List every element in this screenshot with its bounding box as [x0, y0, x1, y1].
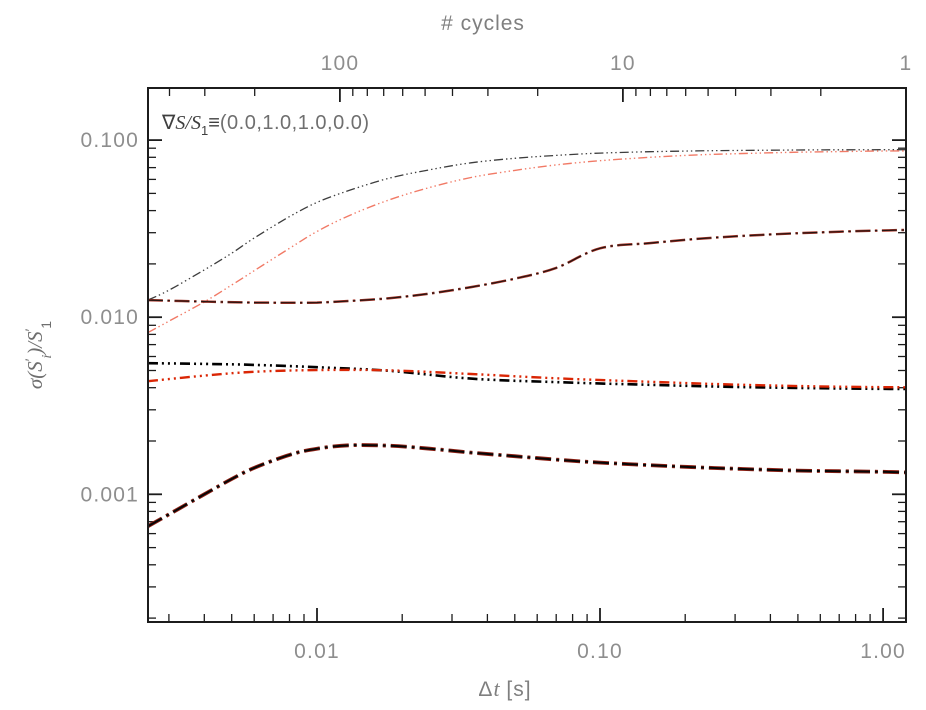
y-tick-label: 0.001	[80, 483, 139, 506]
x-axis-unit: [s]	[500, 678, 532, 701]
plot-frame	[147, 87, 907, 623]
curves	[148, 149, 906, 528]
x-tick-label: 0.01	[294, 640, 340, 663]
annotation: ∇S/S1≡(0.0,1.0,1.0,0.0)	[161, 112, 370, 138]
annotation-values: (0.0,1.0,1.0,0.0)	[220, 112, 370, 134]
x-axis-variable: t	[493, 676, 500, 701]
top-tick-label: 1	[900, 52, 913, 75]
x-axis-title: Δt [s]	[478, 676, 531, 701]
curve-mid-darkred-longdash-layer1	[148, 229, 906, 304]
y-axis-title: σ(S′i)/S′1	[22, 321, 55, 389]
y-tick-label: 0.100	[80, 129, 139, 152]
x-tick-label: 1.00	[860, 640, 906, 663]
y-tick-label: 0.010	[80, 306, 139, 329]
top-tick-label: 100	[321, 52, 360, 75]
curve-lower-dark-longdash-layer1	[148, 444, 906, 528]
curve-upper-red-dash3dot	[148, 150, 906, 334]
curve-middle-black-dash3dot	[148, 361, 906, 391]
x-tick-label: 0.10	[577, 640, 623, 663]
axis-tick-labels: 0.01 0.10 1.00 0.001 0.010 0.100 100 10 1	[80, 52, 913, 663]
axis-ticks	[148, 88, 907, 622]
delta-symbol: Δ	[478, 678, 493, 701]
curve-lower-dark-longdash-layer0	[148, 443, 906, 528]
top-tick-label: 10	[610, 52, 636, 75]
curve-middle-red-dash3dot	[148, 368, 906, 389]
nabla-symbol: ∇	[161, 112, 176, 134]
top-axis-title: # cycles	[441, 12, 525, 35]
curve-upper-black-dash3dot	[148, 149, 906, 301]
